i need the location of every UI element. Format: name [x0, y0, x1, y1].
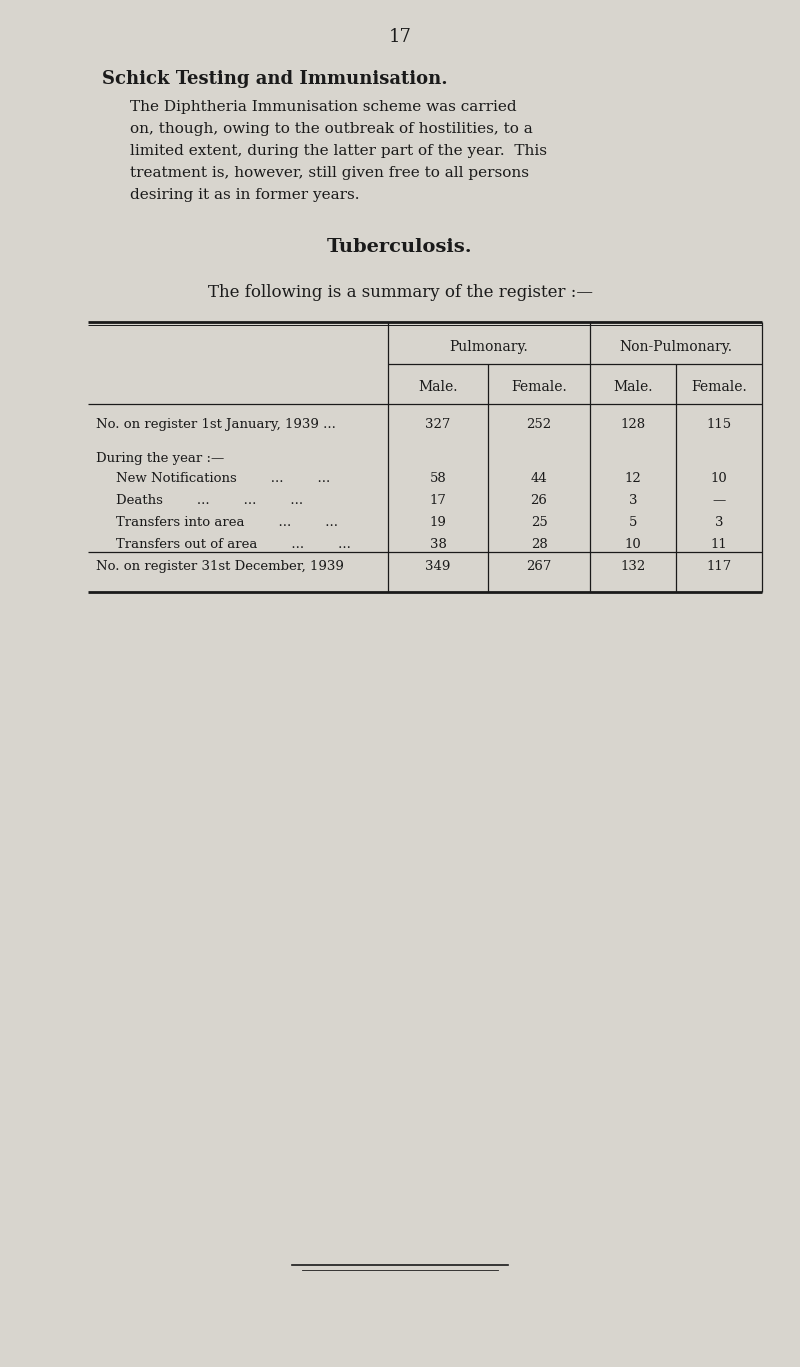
Text: 19: 19	[430, 515, 446, 529]
Text: Non-Pulmonary.: Non-Pulmonary.	[619, 340, 733, 354]
Text: 3: 3	[714, 515, 723, 529]
Text: 252: 252	[526, 418, 551, 431]
Text: The following is a summary of the register :—: The following is a summary of the regist…	[207, 284, 593, 301]
Text: 28: 28	[530, 539, 547, 551]
Text: 17: 17	[389, 27, 411, 46]
Text: 3: 3	[629, 493, 638, 507]
Text: Transfers out of area        ...        ...: Transfers out of area ... ...	[116, 539, 351, 551]
Text: Male.: Male.	[614, 380, 653, 394]
Text: 115: 115	[706, 418, 731, 431]
Text: 5: 5	[629, 515, 637, 529]
Text: 132: 132	[620, 560, 646, 573]
Text: 327: 327	[426, 418, 450, 431]
Text: Tuberculosis.: Tuberculosis.	[327, 238, 473, 256]
Text: New Notifications        ...        ...: New Notifications ... ...	[116, 472, 330, 485]
Text: 128: 128	[621, 418, 646, 431]
Text: Transfers into area        ...        ...: Transfers into area ... ...	[116, 515, 338, 529]
Text: treatment is, however, still given free to all persons: treatment is, however, still given free …	[130, 165, 529, 180]
Text: limited extent, during the latter part of the year.  This: limited extent, during the latter part o…	[130, 144, 547, 159]
Text: Schick Testing and Immunisation.: Schick Testing and Immunisation.	[102, 70, 448, 87]
Text: 10: 10	[710, 472, 727, 485]
Text: 10: 10	[625, 539, 642, 551]
Text: 38: 38	[430, 539, 446, 551]
Text: Female.: Female.	[511, 380, 567, 394]
Text: 25: 25	[530, 515, 547, 529]
Text: 349: 349	[426, 560, 450, 573]
Text: —: —	[712, 493, 726, 507]
Text: desiring it as in former years.: desiring it as in former years.	[130, 189, 359, 202]
Text: Deaths        ...        ...        ...: Deaths ... ... ...	[116, 493, 303, 507]
Text: 44: 44	[530, 472, 547, 485]
Text: 11: 11	[710, 539, 727, 551]
Text: Pulmonary.: Pulmonary.	[450, 340, 528, 354]
Text: Male.: Male.	[418, 380, 458, 394]
Text: 17: 17	[430, 493, 446, 507]
Text: During the year :—: During the year :—	[96, 452, 224, 465]
Text: Female.: Female.	[691, 380, 747, 394]
Text: No. on register 1st January, 1939 ...: No. on register 1st January, 1939 ...	[96, 418, 336, 431]
Text: 267: 267	[526, 560, 552, 573]
Text: 117: 117	[706, 560, 732, 573]
Text: No. on register 31st December, 1939: No. on register 31st December, 1939	[96, 560, 344, 573]
Text: The Diphtheria Immunisation scheme was carried: The Diphtheria Immunisation scheme was c…	[130, 100, 517, 113]
Text: on, though, owing to the outbreak of hostilities, to a: on, though, owing to the outbreak of hos…	[130, 122, 533, 135]
Text: 12: 12	[625, 472, 642, 485]
Text: 58: 58	[430, 472, 446, 485]
Text: 26: 26	[530, 493, 547, 507]
